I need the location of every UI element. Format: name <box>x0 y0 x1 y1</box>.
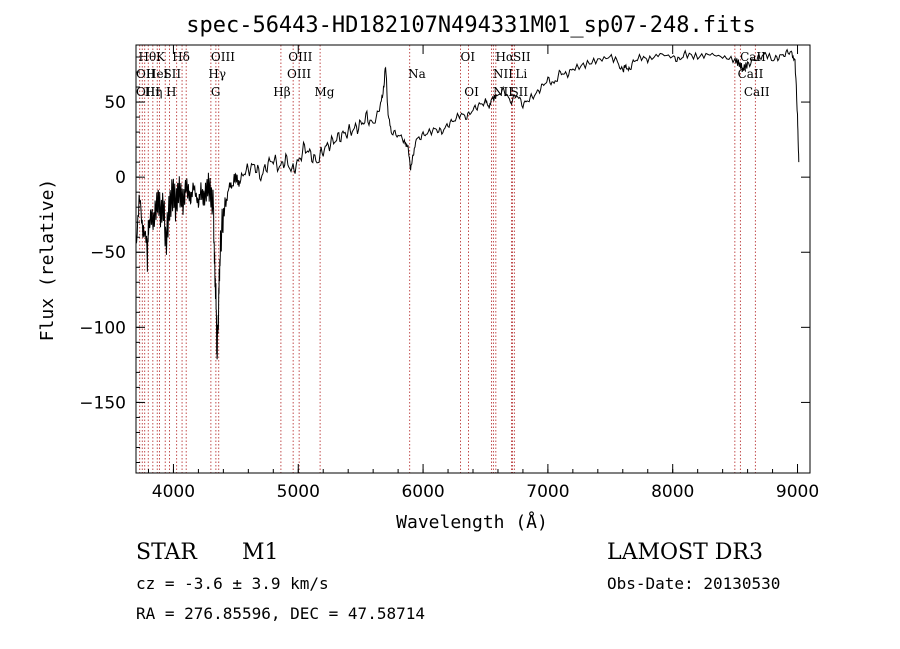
x-tick-label-1: 5000 <box>277 482 320 502</box>
line-label-1-8: CaII <box>738 67 764 81</box>
object-type: STAR <box>136 540 197 565</box>
y-tick-label-2: −50 <box>90 243 126 263</box>
y-tick-label-1: 0 <box>115 168 126 188</box>
line-label-1-1: HeI <box>146 67 169 81</box>
line-label-0-3: OIII <box>211 50 235 64</box>
survey-name: LAMOST DR3 <box>607 540 763 565</box>
line-label-1-4: OIII <box>287 67 311 81</box>
line-label-0-5: OI <box>461 50 476 64</box>
line-label-0-1: K <box>156 50 166 64</box>
line-label-1-7: Li <box>515 67 527 81</box>
x-tick-label-3: 7000 <box>526 482 569 502</box>
redshift-velocity: cz = -3.6 ± 3.9 km/s <box>136 574 329 593</box>
x-axis: 4000 5000 6000 7000 8000 9000 <box>147 45 819 502</box>
line-label-2-0: OIII <box>136 85 160 99</box>
line-label-2-9: CaII <box>744 85 770 99</box>
line-label-0-0: Hθ <box>138 50 156 64</box>
line-label-1-5: Na <box>408 67 426 81</box>
line-label-0-6: Hα <box>495 50 514 64</box>
x-tick-label-5: 9000 <box>776 482 819 502</box>
line-label-2-6: OI <box>464 85 479 99</box>
line-label-1-2: SII <box>163 67 181 81</box>
y-axis: 50 0 −50 −100 −150 <box>79 56 810 463</box>
line-label-0-2: Hδ <box>172 50 190 64</box>
x-tick-label-2: 6000 <box>401 482 444 502</box>
x-tick-label-4: 8000 <box>651 482 694 502</box>
line-label-2-5: Mg <box>314 85 334 99</box>
y-tick-label-3: −100 <box>79 318 126 338</box>
line-label-1-6: NII <box>493 67 513 81</box>
y-tick-label-4: −150 <box>79 393 126 413</box>
x-tick-label-0: 4000 <box>152 482 195 502</box>
x-axis-label: Wavelength (Å) <box>396 511 548 533</box>
line-label-2-3: G <box>211 85 221 99</box>
y-axis-label: Flux (relative) <box>37 179 58 342</box>
y-tick-label-0: 50 <box>104 93 126 113</box>
observation-date: Obs-Date: 20130530 <box>607 574 781 593</box>
coordinates: RA = 276.85596, DEC = 47.58714 <box>136 604 425 623</box>
line-label-0-4: OIII <box>288 50 312 64</box>
emission-line-markers <box>139 45 756 473</box>
line-label-2-4: Hβ <box>273 85 290 99</box>
line-label-2-1: Hη <box>145 85 163 99</box>
line-label-0-7: SII <box>513 50 531 64</box>
flux-series-line <box>135 48 800 360</box>
line-label-1-0: OII <box>136 67 156 81</box>
line-label-0-8: CaII <box>740 50 766 64</box>
line-label-2-2: H <box>166 85 176 99</box>
spectral-class: M1 <box>242 540 279 565</box>
chart-title: spec-56443-HD182107N494331M01_sp07-248.f… <box>186 13 756 38</box>
line-label-1-3: Hγ <box>208 67 226 81</box>
